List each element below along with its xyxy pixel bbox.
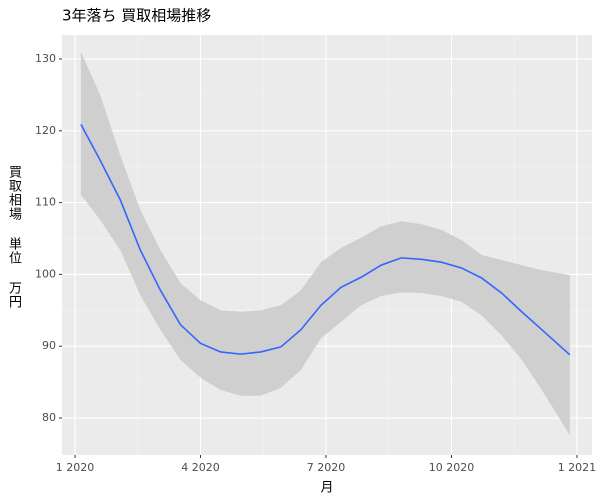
smooth-line xyxy=(80,123,571,356)
y-tick-label: 110 xyxy=(35,196,56,209)
x-tick-label: 1 2020 xyxy=(56,461,95,474)
y-tick-label: 80 xyxy=(42,411,56,424)
confidence-band xyxy=(80,51,570,436)
y-tick-label: 90 xyxy=(42,339,56,352)
x-axis-label: 月 xyxy=(320,481,333,496)
y-tick-label: 100 xyxy=(35,267,56,280)
marks xyxy=(80,51,571,436)
x-tick-label: 7 2020 xyxy=(307,461,346,474)
chart-title: 3年落ち 買取相場推移 xyxy=(62,7,211,25)
y-tick-label: 120 xyxy=(35,124,56,137)
x-tick-label: 10 2020 xyxy=(429,461,475,474)
y-axis-label: 買取相場 単位 万円 xyxy=(6,165,21,309)
x-tick-label: 4 2020 xyxy=(181,461,220,474)
x-tick-label: 1 2021 xyxy=(558,461,597,474)
y-tick-label: 130 xyxy=(35,52,56,65)
